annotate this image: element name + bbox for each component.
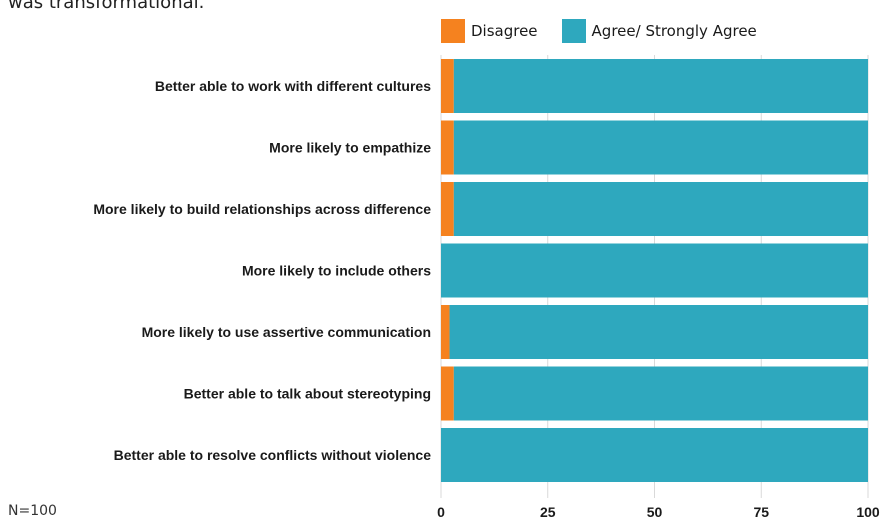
sample-size-note: N=100 (8, 503, 57, 519)
bar-agree-6 (441, 428, 868, 482)
category-label-5: Better able to talk about stereotyping (184, 386, 431, 402)
bar-agree-2 (453, 182, 868, 236)
bar-disagree-5 (441, 366, 454, 421)
x-tick-label-75: 75 (753, 504, 769, 520)
x-axis-ticks: 0 25 50 75 100 (437, 504, 880, 520)
bar-agree-4 (449, 305, 868, 359)
x-tick-label-0: 0 (437, 504, 445, 520)
bar-disagree-2 (441, 182, 454, 236)
bar-agree-1 (453, 120, 868, 175)
bar-agree-5 (453, 366, 868, 421)
bar-disagree-4 (441, 305, 450, 359)
bar-agree-0 (453, 59, 868, 113)
category-label-1: More likely to empathize (269, 140, 431, 156)
category-label-6: Better able to resolve conflicts without… (114, 447, 432, 463)
x-tick-label-25: 25 (540, 504, 556, 520)
category-label-0: Better able to work with different cultu… (155, 78, 431, 94)
chart-caption-fragment: was transformational. (8, 0, 205, 13)
category-label-2: More likely to build relationships acros… (93, 201, 431, 217)
legend-swatch-disagree (441, 19, 465, 43)
category-label-3: More likely to include others (242, 263, 431, 279)
legend-item-agree: Agree/ Strongly Agree (561, 19, 757, 43)
chart-legend: Disagree Agree/ Strongly Agree (441, 18, 781, 44)
bars (441, 59, 868, 482)
category-label-4: More likely to use assertive communicati… (142, 324, 431, 340)
legend-item-disagree: Disagree (441, 19, 538, 43)
bar-agree-3 (441, 243, 868, 298)
bar-disagree-0 (441, 59, 454, 113)
legend-swatch-agree (561, 19, 586, 43)
bar-disagree-1 (441, 120, 454, 175)
x-tick-label-100: 100 (856, 504, 880, 520)
x-tick-label-50: 50 (647, 504, 663, 520)
legend-label-disagree: Disagree (471, 22, 538, 40)
legend-label-agree: Agree/ Strongly Agree (591, 22, 757, 40)
category-labels: Better able to work with different cultu… (93, 78, 431, 463)
